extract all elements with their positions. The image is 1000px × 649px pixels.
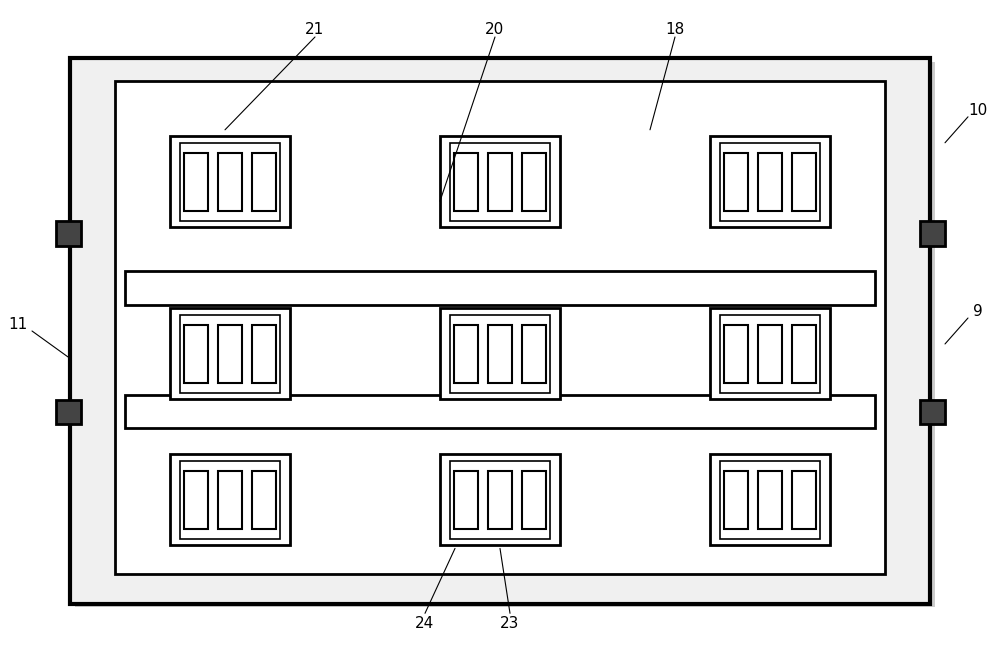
- Bar: [792, 153, 816, 211]
- Bar: [115, 81, 885, 574]
- Bar: [56, 221, 81, 246]
- Bar: [218, 471, 242, 529]
- Bar: [450, 143, 550, 221]
- Text: 20: 20: [485, 21, 505, 37]
- Bar: [522, 153, 546, 211]
- Bar: [710, 136, 830, 227]
- Bar: [184, 324, 208, 383]
- Text: 21: 21: [305, 21, 325, 37]
- Bar: [454, 153, 478, 211]
- Bar: [180, 315, 280, 393]
- Bar: [792, 471, 816, 529]
- Bar: [75, 62, 935, 607]
- Bar: [125, 395, 875, 428]
- Bar: [758, 324, 782, 383]
- Bar: [180, 461, 280, 539]
- Text: 23: 23: [500, 615, 520, 631]
- Bar: [920, 221, 945, 246]
- Bar: [522, 471, 546, 529]
- Bar: [252, 153, 276, 211]
- Text: 10: 10: [968, 103, 988, 118]
- Bar: [720, 143, 820, 221]
- Bar: [454, 471, 478, 529]
- Text: 18: 18: [665, 21, 685, 37]
- Bar: [170, 454, 290, 545]
- Bar: [488, 324, 512, 383]
- Bar: [454, 324, 478, 383]
- Bar: [720, 461, 820, 539]
- Bar: [170, 308, 290, 399]
- Bar: [758, 153, 782, 211]
- Bar: [252, 471, 276, 529]
- Bar: [440, 454, 560, 545]
- Bar: [252, 324, 276, 383]
- Bar: [488, 471, 512, 529]
- Bar: [56, 400, 81, 424]
- Bar: [720, 315, 820, 393]
- Bar: [710, 308, 830, 399]
- Bar: [710, 454, 830, 545]
- Bar: [724, 153, 748, 211]
- Bar: [184, 153, 208, 211]
- Text: 9: 9: [973, 304, 983, 319]
- Text: 24: 24: [415, 615, 435, 631]
- Bar: [522, 324, 546, 383]
- Bar: [440, 136, 560, 227]
- Bar: [184, 471, 208, 529]
- Bar: [218, 153, 242, 211]
- Bar: [488, 153, 512, 211]
- Bar: [70, 58, 930, 604]
- Bar: [920, 400, 945, 424]
- Bar: [724, 324, 748, 383]
- Bar: [440, 308, 560, 399]
- Text: 11: 11: [8, 317, 28, 332]
- Bar: [450, 315, 550, 393]
- Bar: [724, 471, 748, 529]
- Bar: [170, 136, 290, 227]
- Bar: [758, 471, 782, 529]
- Bar: [450, 461, 550, 539]
- Bar: [792, 324, 816, 383]
- Bar: [180, 143, 280, 221]
- Bar: [125, 271, 875, 305]
- Bar: [218, 324, 242, 383]
